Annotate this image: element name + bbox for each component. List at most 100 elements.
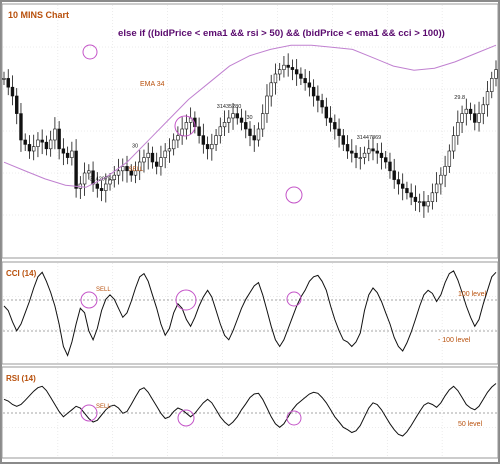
candle-body — [400, 183, 405, 189]
candle-body — [320, 100, 324, 108]
cci-upper-level-label: 100 level — [458, 291, 486, 298]
candle-body — [159, 157, 163, 167]
candle-body — [108, 179, 112, 185]
candle-body — [218, 126, 223, 136]
rsi-signal-circle-1 — [80, 404, 98, 422]
candle-body — [409, 192, 413, 198]
candle-body — [112, 174, 116, 180]
rsi-panel: RSI (14) 50 level SELL — [1, 366, 499, 459]
candle-body — [121, 166, 125, 172]
candle-body — [434, 183, 439, 194]
candle-body — [316, 95, 320, 101]
candle-body — [53, 128, 57, 141]
candle-body — [354, 152, 358, 158]
candle-body — [460, 113, 464, 123]
candle-body — [133, 170, 138, 176]
candle-body — [10, 86, 15, 97]
candle-body — [371, 148, 375, 152]
candle-body — [379, 152, 384, 158]
candle-body — [2, 78, 6, 80]
candle-body — [464, 108, 469, 114]
candle-body — [235, 113, 239, 119]
candle-body — [129, 170, 133, 176]
price-label: 31420751 — [90, 177, 114, 183]
rsi-sell-label: SELL — [96, 404, 111, 410]
candle-body — [65, 152, 70, 158]
candle-body — [261, 113, 265, 130]
cci-panel-title: CCI (14) — [6, 269, 37, 278]
candle-body — [27, 144, 32, 152]
candle-body — [477, 113, 481, 123]
price-panel-title: 10 MINS Chart — [8, 10, 69, 20]
candle-body — [358, 157, 362, 159]
price-panel: 10 MINS Chart else if ((bidPrice < ema1 … — [1, 3, 499, 259]
candle-body — [150, 152, 155, 163]
candle-body — [125, 166, 129, 172]
candle-body — [447, 150, 452, 167]
rsi-panel-frame — [1, 366, 499, 459]
candle-body — [227, 117, 231, 123]
candle-body — [138, 161, 142, 172]
candle-body — [176, 135, 180, 141]
ema-34-line — [3, 44, 497, 188]
candle-body — [74, 150, 78, 189]
cci-panel-frame — [1, 261, 499, 365]
candle-body — [439, 174, 443, 185]
cci-signal-circle-3 — [286, 291, 302, 307]
candle-body — [375, 150, 379, 154]
candle-body — [82, 172, 87, 185]
candle-body — [294, 69, 299, 75]
candle-body — [333, 122, 337, 130]
candle-body — [299, 73, 303, 79]
candle-body — [367, 148, 371, 154]
price-label: 30 — [246, 115, 252, 121]
candle-body — [324, 106, 329, 119]
candle-body — [19, 113, 23, 141]
candle-body — [303, 78, 307, 84]
candle-body — [99, 188, 104, 191]
rsi-signal-circle-2 — [177, 409, 195, 427]
candle-body — [104, 183, 108, 191]
candle-body — [426, 201, 430, 207]
candle-body — [490, 78, 494, 92]
candle-body — [197, 126, 201, 136]
cci-sell-label: SELL — [96, 287, 111, 293]
candle-body — [485, 91, 490, 106]
candle-body — [256, 128, 261, 141]
candle-body — [44, 141, 49, 150]
candle-body — [87, 170, 91, 174]
candle-body — [417, 201, 422, 203]
cci-lower-level-label: - 100 level — [438, 337, 471, 344]
candle-body — [282, 64, 286, 70]
candle-body — [345, 144, 350, 152]
candle-body — [154, 161, 159, 167]
candle-body — [163, 150, 167, 158]
candle-body — [405, 188, 409, 194]
candle-body — [57, 128, 61, 150]
candle-body — [286, 64, 290, 68]
candle-body — [362, 152, 367, 158]
candle-body — [36, 139, 40, 147]
candle-body — [328, 117, 333, 123]
candle-body — [40, 139, 44, 143]
candle-body — [167, 148, 172, 152]
price-label: 31447869 — [357, 135, 381, 141]
candle-body — [23, 139, 27, 145]
candle-body — [468, 108, 473, 114]
candle-body — [392, 170, 396, 180]
candle-body — [307, 82, 312, 88]
candle-body — [494, 69, 498, 79]
rsi-50-level-label: 50 level — [458, 421, 483, 428]
candle-body — [456, 122, 460, 136]
candle-body — [70, 150, 74, 158]
candle-body — [443, 166, 447, 176]
candle-body — [171, 139, 176, 150]
sell-signal-circle-2 — [174, 115, 196, 137]
rsi-signal-circle-3 — [286, 410, 302, 426]
candle-body — [48, 139, 53, 150]
candle-body — [422, 201, 426, 207]
price-label: 29.8 — [454, 95, 465, 101]
price-label: 30 — [132, 144, 138, 150]
candle-body — [6, 78, 10, 88]
candle-body — [396, 179, 401, 185]
